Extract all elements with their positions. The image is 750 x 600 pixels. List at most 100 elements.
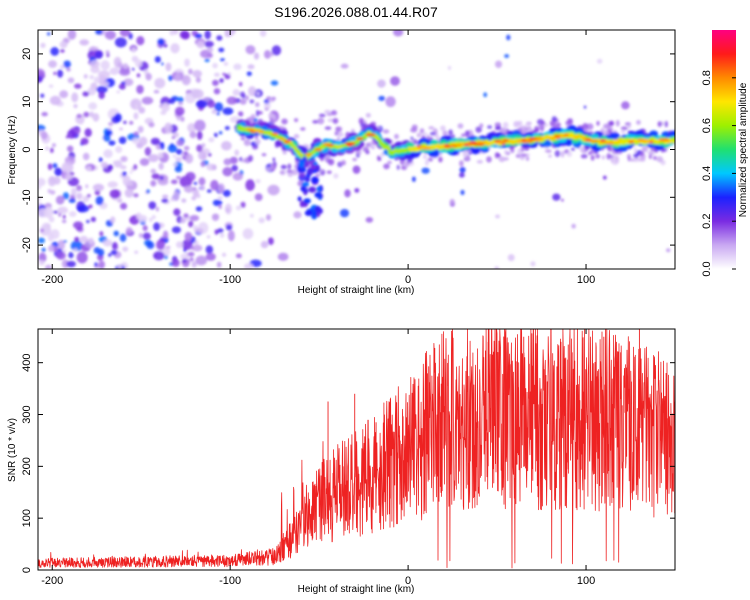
spectrogram-noise-cell (206, 163, 216, 171)
spectrogram-noise-cell (217, 228, 224, 234)
spectrogram-fuzz-cell (370, 145, 376, 150)
spectrogram-noise-cell (238, 81, 243, 87)
spectrogram-noise-cell (38, 237, 46, 244)
spectrogram-noise-cell (189, 131, 197, 139)
spectrogram-fuzz-cell (324, 109, 331, 114)
spectrogram-noise-cell (233, 63, 242, 71)
spectrogram-fuzz-cell (462, 150, 468, 158)
spectrogram-fuzz-cell (657, 121, 662, 127)
spectrogram-noise-cell (206, 235, 211, 239)
spectrogram-noise-cell (67, 77, 75, 84)
spectrogram-noise-cell (164, 122, 173, 134)
spectrogram-noise-cell (88, 204, 93, 209)
spectrogram-peak-cell (637, 138, 644, 142)
spectrogram-noise-cell (217, 183, 225, 194)
spectrogram-noise-cell (571, 223, 576, 229)
spectrogram-noise-cell (109, 67, 120, 75)
spectrogram-noise-cell (261, 153, 267, 157)
spectrogram-noise-cell (48, 216, 55, 223)
spectrogram-streak-cell (312, 161, 318, 166)
colorbar-tick-label: 0.8 (701, 70, 713, 85)
spectrogram-fuzz-cell (358, 117, 364, 125)
spectrogram-noise-cell (183, 213, 189, 218)
spectrogram-noise-cell (40, 93, 45, 98)
spectrogram-noise-cell (188, 68, 193, 75)
spectrogram-noise-cell (159, 142, 165, 146)
spectrogram-noise-cell (162, 230, 169, 239)
spectrogram-noise-cell (153, 251, 165, 261)
spectrogram-noise-cell (57, 239, 66, 251)
spectrogram-noise-cell (184, 231, 193, 242)
spectrogram-fuzz-cell (272, 114, 277, 121)
spectrogram-peak-cell (563, 133, 569, 137)
spectrogram-noise-cell (105, 129, 113, 136)
spectrogram-noise-cell (62, 214, 66, 219)
spectrogram-noise-cell (185, 171, 196, 182)
spectrogram-noise-cell (195, 255, 208, 266)
spectrogram-noise-cell (277, 252, 289, 261)
spectrogram-peak-cell (548, 137, 558, 140)
spectrogram-noise-cell (218, 47, 225, 53)
spectrogram-noise-cell (172, 154, 177, 158)
spectrogram-noise-cell (507, 254, 515, 262)
spectrogram-noise-cell (339, 208, 350, 218)
spectrogram-streak-cell (306, 167, 314, 176)
spectrogram-fuzz-cell (410, 136, 414, 141)
spectrogram-noise-cell (153, 89, 160, 94)
snr-frame (37, 328, 676, 571)
spectrogram-fuzz-cell (633, 157, 640, 163)
spectrogram-noise-cell (173, 208, 181, 216)
spectrogram-noise-cell (79, 235, 88, 243)
spectrogram-noise-cell (173, 190, 180, 202)
spectrogram-noise-cell (76, 192, 83, 200)
spectrogram-noise-cell (254, 135, 259, 140)
spectrogram-noise-cell (129, 171, 133, 174)
spectrogram-noise-cell (224, 203, 232, 215)
spectrogram-noise-cell (190, 246, 194, 250)
spectrogram-noise-cell (181, 153, 185, 157)
spectrogram-noise-cell (149, 217, 153, 223)
spectrogram-noise-cell (181, 31, 190, 40)
spectrogram-fuzz-cell (282, 150, 287, 155)
spectrogram-peak-cell (271, 132, 279, 136)
spectrogram-noise-cell (162, 194, 169, 199)
spectrogram-noise-cell (154, 77, 166, 89)
spectrogram-noise-cell (232, 89, 240, 96)
spectrogram-noise-cell (192, 244, 203, 252)
spectrogram-fuzz-cell (383, 163, 390, 170)
spectrogram-noise-cell (222, 189, 231, 197)
snr-x-tick-label: -200 (41, 575, 63, 587)
spectrogram-y-axis-label: Frequency (Hz) (7, 116, 18, 185)
spectrogram-noise-cell (134, 59, 143, 68)
spectrogram-noise-cell (188, 220, 194, 228)
spectrogram-fuzz-cell (554, 150, 561, 158)
spectrogram-noise-cell (118, 136, 127, 145)
spectrogram-noise-cell (483, 92, 488, 98)
spectrogram-ridge-cell (672, 139, 675, 144)
spectrogram-noise-cell (115, 146, 123, 153)
spectrogram-fuzz-cell (286, 169, 293, 173)
spectrogram-fuzz-cell (291, 169, 299, 176)
spectrogram-noise-cell (92, 183, 105, 192)
spectrogram-noise-cell (199, 185, 206, 191)
spectrogram-noise-cell (187, 251, 195, 257)
spectrogram-noise-cell (38, 124, 46, 132)
spectrogram-noise-cell (148, 154, 159, 163)
spectrogram-noise-cell (48, 84, 54, 88)
spectrogram-noise-cell (60, 48, 65, 53)
spectrogram-noise-cell (224, 126, 230, 131)
spectrogram-fuzz-cell (652, 155, 658, 161)
spectrogram-noise-cell (109, 189, 121, 199)
spectrogram-fuzz-cell (586, 123, 594, 130)
spectrogram-noise-cell (61, 219, 67, 224)
spectrogram-noise-cell (83, 74, 88, 79)
spectrogram-noise-cell (191, 261, 197, 268)
spectrogram-noise-cell (344, 189, 351, 198)
spectrogram-fuzz-cell (429, 131, 436, 136)
spectrogram-noise-cell (218, 204, 222, 210)
spectrogram-noise-cell (159, 175, 164, 181)
spectrogram-x-axis-label: Height of straight line (km) (298, 285, 415, 296)
spectrogram-fuzz-cell (257, 110, 263, 115)
spectrogram-fuzz-cell (475, 126, 482, 133)
